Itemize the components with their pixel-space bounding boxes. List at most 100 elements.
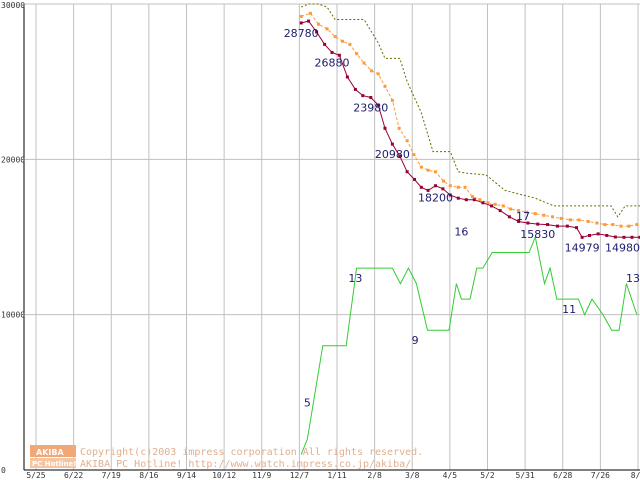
data-point-minimum-price — [613, 235, 617, 239]
data-point-minimum-price — [464, 198, 468, 202]
data-point-minimum-price — [622, 235, 626, 239]
copyright-line: Copyright(c)2003 impress corporation All… — [80, 447, 423, 458]
x-tick-label: 7/19 — [102, 471, 121, 480]
series — [299, 3, 640, 455]
data-point-minimum-price — [456, 196, 460, 200]
data-point-average-price — [362, 61, 366, 65]
data-point-average-price — [308, 11, 312, 15]
data-label: 5 — [304, 396, 311, 409]
data-point-minimum-price — [323, 42, 327, 46]
data-point-minimum-price — [398, 154, 402, 158]
data-point-average-price — [627, 224, 631, 228]
data-point-minimum-price — [507, 215, 511, 219]
series-line-minimum-price — [301, 20, 640, 238]
data-point-average-price — [635, 223, 639, 227]
data-point-average-price — [355, 52, 359, 56]
data-point-average-price — [316, 22, 320, 26]
data-point-average-price — [426, 168, 430, 172]
data-point-minimum-price — [426, 188, 430, 192]
data-point-average-price — [433, 170, 437, 174]
data-point-minimum-price — [337, 53, 341, 57]
data-point-minimum-price — [587, 233, 591, 237]
series-line-number-of-shops — [300, 235, 638, 455]
data-point-minimum-price — [299, 21, 303, 25]
x-tick-labels: 5/25 6/22 7/19 8/16 9/14 10/12 11/9 12/7 1/11 2/8… — [26, 471, 640, 480]
data-point-minimum-price — [441, 187, 445, 191]
data-point-minimum-price — [481, 201, 485, 205]
data-point-average-price — [501, 204, 505, 208]
data-point-minimum-price — [605, 233, 609, 237]
data-point-average-price — [611, 223, 615, 227]
data-point-average-price — [376, 72, 380, 76]
x-tick-label: 3/8 — [405, 471, 420, 480]
data-point-average-price — [603, 223, 607, 227]
y-tick-label: 10000 — [1, 311, 25, 320]
data-point-minimum-price — [498, 209, 502, 213]
data-point-minimum-price — [345, 75, 349, 79]
data-point-average-price — [405, 139, 409, 143]
data-point-average-price — [551, 215, 555, 219]
data-point-minimum-price — [517, 219, 521, 223]
data-point-average-price — [619, 224, 623, 228]
data-point-average-price — [595, 221, 599, 225]
data-point-average-price — [441, 179, 445, 183]
data-label: 20980 — [375, 148, 410, 161]
data-point-average-price — [559, 216, 563, 220]
data-point-minimum-price — [536, 222, 540, 226]
data-point-minimum-price — [330, 50, 334, 54]
x-tick-label: 5/2 — [480, 471, 495, 480]
x-tick-label: 1/11 — [327, 471, 346, 480]
data-point-minimum-price — [376, 103, 380, 107]
data-point-average-price — [533, 212, 537, 216]
data-point-minimum-price — [490, 204, 494, 208]
series-line-average-price — [301, 12, 637, 227]
data-point-minimum-price — [433, 184, 437, 188]
data-point-average-price — [412, 153, 416, 157]
y-tick-label: 30000 — [1, 1, 25, 10]
data-point-minimum-price — [307, 19, 311, 23]
y-tick-labels: 0 10000 20000 30000 — [1, 1, 25, 475]
data-point-average-price — [383, 84, 387, 88]
data-point-average-price — [478, 198, 482, 202]
data-point-average-price — [325, 27, 329, 31]
data-point-average-price — [525, 210, 529, 214]
data-label: 26880 — [315, 56, 350, 69]
data-point-average-price — [517, 209, 521, 213]
data-point-minimum-price — [472, 198, 476, 202]
data-label: 11 — [562, 303, 576, 316]
axes — [23, 4, 640, 471]
data-point-average-price — [369, 69, 373, 73]
x-tick-label: 2/8 — [367, 471, 382, 480]
data-point-minimum-price — [353, 87, 357, 91]
data-point-average-price — [448, 184, 452, 188]
data-point-minimum-price — [369, 96, 373, 100]
x-tick-label: 8/9 — [631, 471, 640, 480]
x-tick-label: 9/14 — [177, 471, 196, 480]
data-point-average-price — [470, 195, 474, 199]
data-point-average-price — [456, 185, 460, 189]
x-tick-label: 12/7 — [290, 471, 309, 480]
logo-text-bottom: PC Hotline! — [32, 460, 76, 468]
data-point-minimum-price — [448, 193, 452, 197]
logo-box-top — [30, 445, 76, 457]
data-point-minimum-price — [390, 142, 394, 146]
data-point-minimum-price — [630, 235, 634, 239]
data-point-average-price — [390, 98, 394, 102]
data-point-minimum-price — [580, 235, 584, 239]
data-point-minimum-price — [419, 185, 423, 189]
data-label: 15830 — [520, 228, 555, 241]
x-tick-label: 5/31 — [515, 471, 534, 480]
data-point-average-price — [586, 219, 590, 223]
data-point-average-price — [486, 201, 490, 205]
data-label: 13 — [626, 272, 640, 285]
data-point-minimum-price — [315, 30, 319, 34]
data-label: 17 — [516, 210, 530, 223]
x-tick-label: 7/26 — [591, 471, 610, 480]
data-point-minimum-price — [575, 226, 579, 230]
data-point-average-price — [333, 35, 337, 39]
data-label: 14980 — [605, 241, 640, 254]
data-point-average-price — [340, 39, 344, 43]
x-tick-label: 8/16 — [139, 471, 158, 480]
data-label: 16 — [454, 225, 468, 238]
x-tick-label: 10/12 — [212, 471, 236, 480]
